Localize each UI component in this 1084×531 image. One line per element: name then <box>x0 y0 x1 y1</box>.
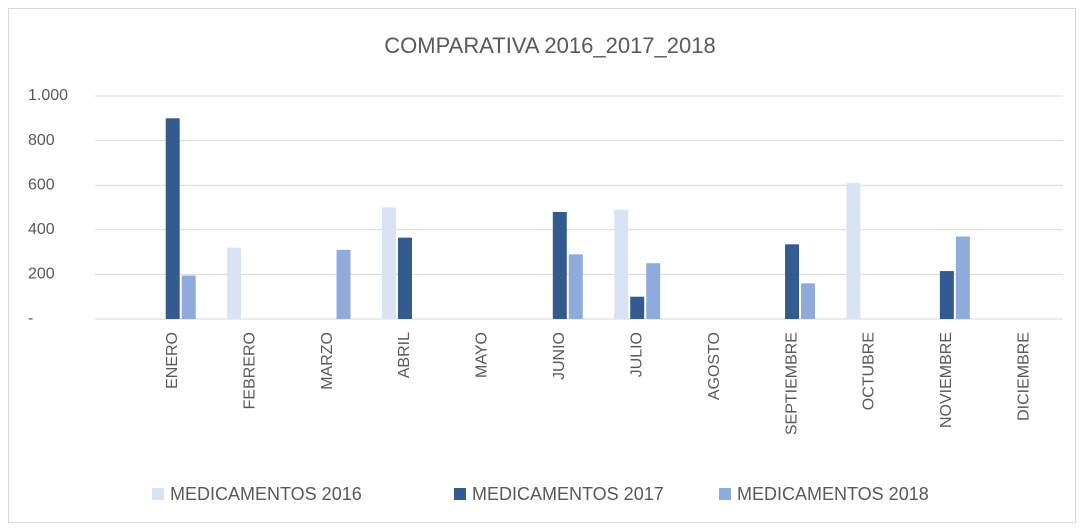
y-tick-label: - <box>28 310 33 327</box>
legend-swatch <box>152 488 164 500</box>
bar <box>646 263 661 319</box>
y-tick-label: 600 <box>28 176 55 193</box>
y-tick-label: 800 <box>28 132 55 149</box>
y-tick-label: 1.000 <box>28 87 68 104</box>
bar <box>165 118 180 319</box>
bar <box>846 182 861 319</box>
legend-swatch <box>719 488 731 500</box>
x-tick-label: ABRIL <box>396 332 413 378</box>
bar <box>227 247 242 319</box>
bar <box>552 211 567 319</box>
x-tick-label: ENERO <box>164 332 181 389</box>
chart-title: COMPARATIVA 2016_2017_2018 <box>384 33 715 58</box>
bar <box>785 244 800 319</box>
bar <box>939 271 954 319</box>
legend-label: MEDICAMENTOS 2017 <box>472 484 664 504</box>
legend-swatch <box>454 488 466 500</box>
bar <box>336 249 351 319</box>
bar <box>630 296 645 319</box>
x-tick-label: MARZO <box>319 332 336 390</box>
x-tick-label: OCTUBRE <box>861 332 878 410</box>
bar <box>955 236 970 319</box>
bar <box>568 254 583 319</box>
x-tick-label: SEPTIEMBRE <box>783 332 800 435</box>
y-tick-label: 400 <box>28 221 55 238</box>
bar <box>397 237 412 319</box>
bar <box>181 275 196 319</box>
x-tick-label: MAYO <box>474 332 491 378</box>
x-tick-label: AGOSTO <box>706 332 723 400</box>
x-tick-label: NOVIEMBRE <box>938 332 955 428</box>
x-tick-label: JUNIO <box>551 332 568 380</box>
chart-border <box>8 8 1076 523</box>
x-tick-label: DICIEMBRE <box>1016 332 1033 421</box>
legend-label: MEDICAMENTOS 2016 <box>170 484 362 504</box>
bar <box>801 283 816 319</box>
x-tick-label: FEBRERO <box>241 332 258 409</box>
x-tick-label: JULIO <box>628 332 645 377</box>
bar <box>381 207 396 319</box>
legend-label: MEDICAMENTOS 2018 <box>737 484 929 504</box>
bar <box>614 209 629 319</box>
y-tick-label: 200 <box>28 266 55 283</box>
